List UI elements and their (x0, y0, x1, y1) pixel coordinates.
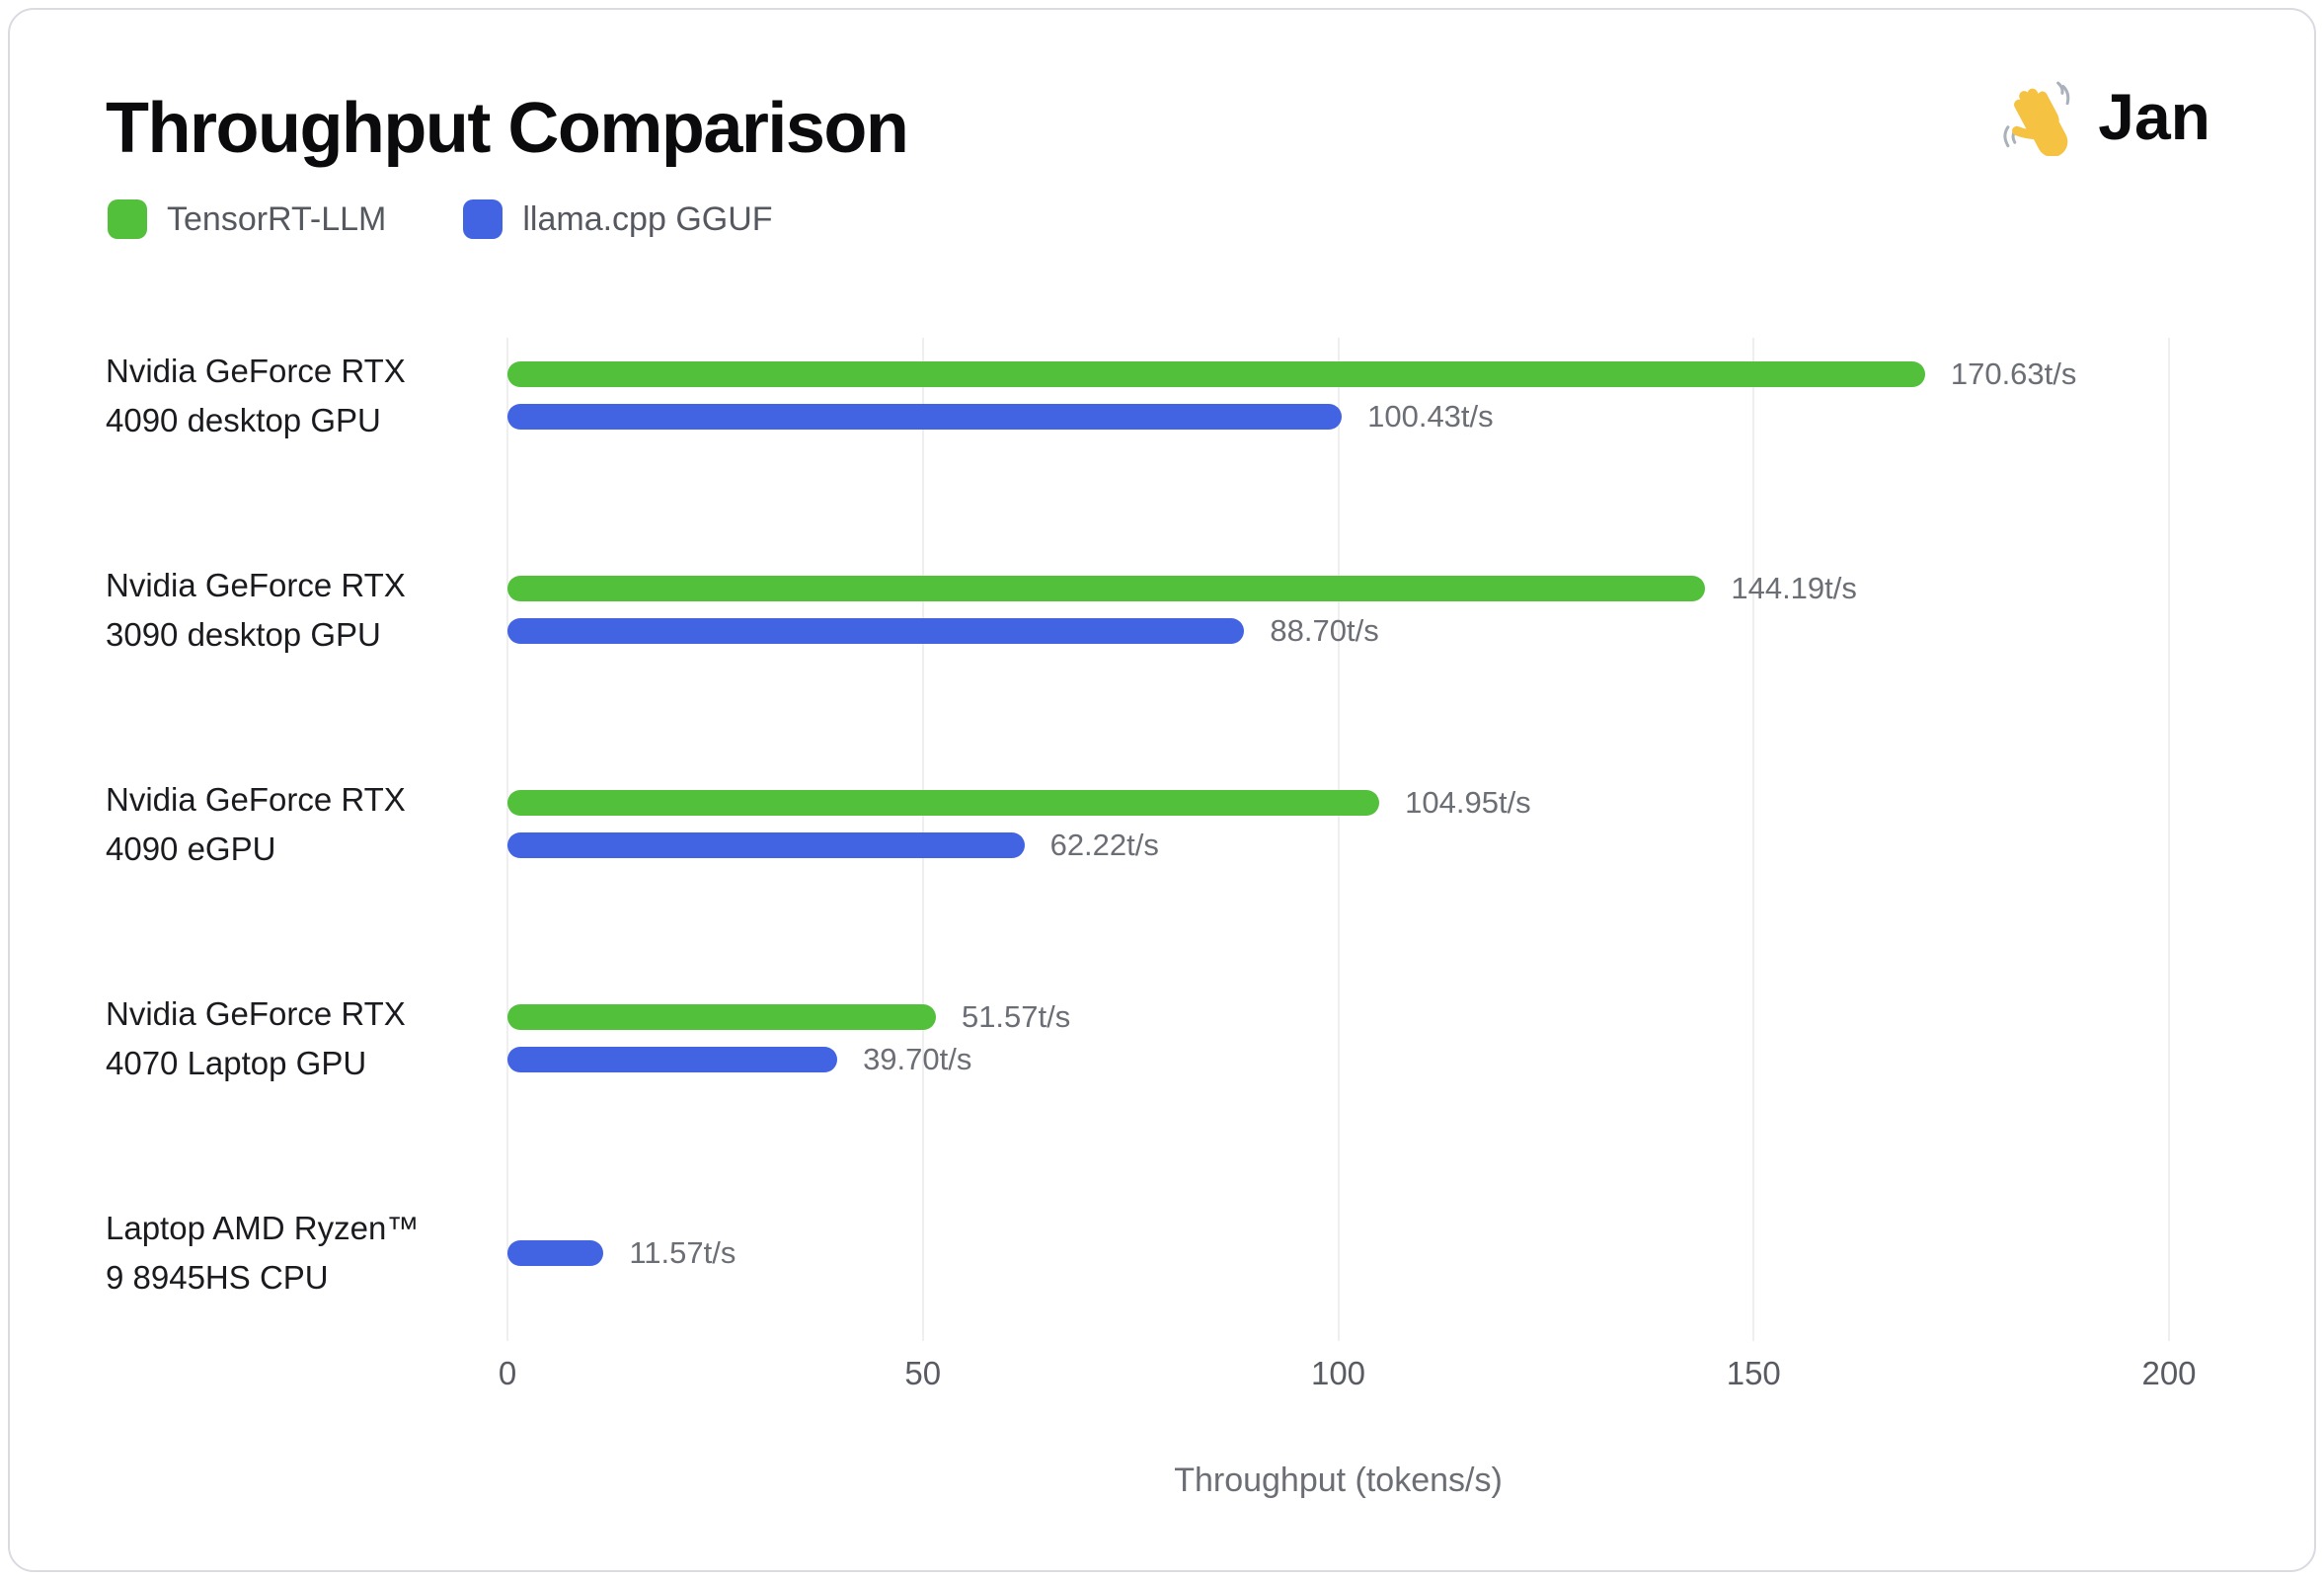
chart-legend: TensorRT-LLM llama.cpp GGUF (108, 199, 773, 239)
category-label-line: 4070 Laptop GPU (106, 1044, 367, 1081)
bar-tensorrt-llm (507, 576, 1706, 601)
bar-line: 100.43t/s (507, 399, 2169, 434)
category-label-line: Laptop AMD Ryzen™ (106, 1209, 420, 1246)
bar-tensorrt-llm (507, 361, 1925, 387)
x-tick-label: 200 (2141, 1355, 2197, 1391)
x-axis-title: Throughput (tokens/s) (1174, 1462, 1503, 1499)
bar-value-label: 104.95t/s (1405, 785, 1531, 820)
category-label-line: 9 8945HS CPU (106, 1258, 329, 1296)
gridline (2168, 338, 2170, 1341)
legend-swatch-blue (463, 199, 504, 239)
bar-value-label: 62.22t/s (1049, 828, 1159, 862)
chart-rows: Nvidia GeForce RTX 4090 desktop GPU 170.63… (106, 288, 2169, 1360)
bar-line: 104.95t/s (507, 785, 2169, 821)
category-label: Nvidia GeForce RTX 4090 eGPU (106, 775, 507, 874)
category-label-line: 4090 eGPU (106, 830, 276, 867)
bar-value-label: 11.57t/s (629, 1234, 736, 1270)
category-label-line: 3090 desktop GPU (106, 615, 381, 653)
bar-line: 170.63t/s (507, 356, 2169, 392)
bar-line: 51.57t/s (507, 999, 2169, 1035)
bar-value-label: 88.70t/s (1270, 613, 1379, 648)
chart-title: Throughput Comparison (106, 89, 909, 168)
bar-group: 104.95t/s 62.22t/s (507, 778, 2169, 870)
bar-group: 11.57t/s (507, 1228, 2169, 1278)
chart-row: Nvidia GeForce RTX 4090 eGPU 104.95t/s 62.2… (106, 717, 2169, 931)
waving-hand-icon (1995, 71, 2080, 161)
legend-item-tensorrt-llm: TensorRT-LLM (108, 199, 386, 239)
bar-value-label: 170.63t/s (1950, 356, 2077, 391)
x-tick-label: 100 (1310, 1355, 1366, 1391)
bar-llama-cpp-gguf (507, 1047, 838, 1072)
gridline (1752, 338, 1755, 1341)
bar-line: 144.19t/s (507, 571, 2169, 606)
bar-group: 144.19t/s 88.70t/s (507, 564, 2169, 656)
bar-line: 39.70t/s (507, 1042, 2169, 1077)
bar-line: 62.22t/s (507, 828, 2169, 863)
category-label: Nvidia GeForce RTX 4090 desktop GPU (106, 347, 507, 445)
bar-llama-cpp-gguf (507, 404, 1343, 430)
category-label: Nvidia GeForce RTX 4070 Laptop GPU (106, 989, 507, 1088)
chart-card: Throughput Comparison (8, 8, 2316, 1572)
bar-line: 88.70t/s (507, 613, 2169, 649)
category-label: Nvidia GeForce RTX 3090 desktop GPU (106, 561, 507, 660)
chart-row: Nvidia GeForce RTX 4070 Laptop GPU 51.57t/… (106, 931, 2169, 1146)
chart-row: Nvidia GeForce RTX 4090 desktop GPU 170.63… (106, 288, 2169, 503)
bar-group: 170.63t/s 100.43t/s (507, 350, 2169, 441)
bar-line: 11.57t/s (507, 1235, 2169, 1271)
bar-llama-cpp-gguf (507, 1239, 604, 1266)
jan-logo-text: Jan (2098, 79, 2210, 153)
legend-swatch-green (108, 199, 147, 239)
bar-tensorrt-llm (507, 1004, 936, 1030)
bar-value-label: 100.43t/s (1367, 399, 1494, 434)
category-label-line: Nvidia GeForce RTX (106, 994, 406, 1032)
x-axis: 0 50 100 150 200 (499, 1355, 2197, 1398)
x-tick-label: 0 (498, 1355, 517, 1391)
legend-label: llama.cpp GGUF (522, 199, 773, 238)
legend-label: TensorRT-LLM (167, 199, 387, 238)
bar-value-label: 39.70t/s (863, 1042, 972, 1076)
gridline (1337, 338, 1340, 1341)
legend-item-llama-cpp-gguf: llama.cpp GGUF (463, 199, 773, 239)
jan-logo: Jan (1995, 71, 2210, 161)
bar-value-label: 144.19t/s (1731, 571, 1857, 605)
bar-llama-cpp-gguf (507, 618, 1245, 644)
category-label-line: Nvidia GeForce RTX (106, 352, 406, 389)
category-label-line: Nvidia GeForce RTX (106, 566, 406, 603)
x-tick-label: 50 (904, 1355, 942, 1391)
bar-value-label: 51.57t/s (961, 999, 1071, 1034)
bar-group: 51.57t/s 39.70t/s (507, 992, 2169, 1084)
category-label: Laptop AMD Ryzen™ 9 8945HS CPU (106, 1204, 507, 1303)
bar-llama-cpp-gguf (507, 832, 1025, 858)
x-tick-label: 150 (1726, 1355, 1781, 1391)
category-label-line: Nvidia GeForce RTX (106, 780, 406, 818)
chart-row: Laptop AMD Ryzen™ 9 8945HS CPU 11.57t/s (106, 1146, 2169, 1360)
chart-row: Nvidia GeForce RTX 3090 desktop GPU 144.19… (106, 503, 2169, 717)
bar-tensorrt-llm (507, 790, 1380, 816)
category-label-line: 4090 desktop GPU (106, 401, 381, 438)
